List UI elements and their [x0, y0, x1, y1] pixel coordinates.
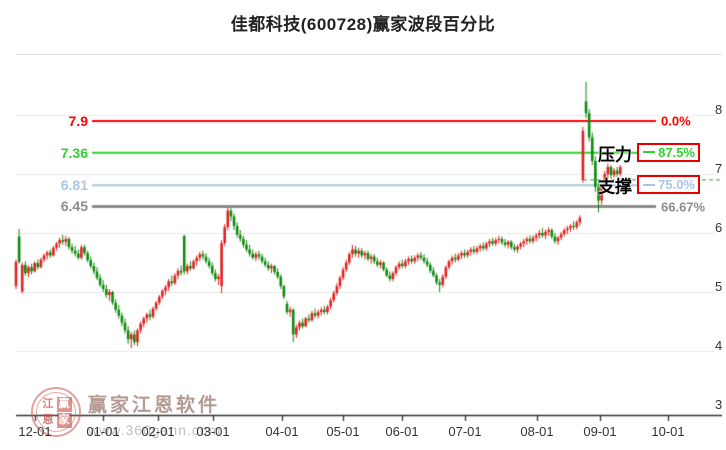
- seal-char: 恩: [42, 413, 54, 426]
- y-axis-label: 5: [714, 279, 724, 294]
- watermark-brand: 赢家江恩软件: [88, 395, 221, 416]
- percent-value: 87.5%: [658, 144, 695, 160]
- percent-value: 75.0%: [658, 177, 695, 193]
- y-axis-label: 4: [714, 338, 724, 353]
- x-axis-label: 12-01: [18, 424, 52, 439]
- x-axis-label: 02-01: [141, 424, 175, 439]
- watermark-url: www.360gann.com: [88, 422, 222, 438]
- seal-char: 赢: [56, 396, 72, 412]
- level-dash-icon: [643, 183, 656, 186]
- x-axis-label: 06-01: [385, 424, 419, 439]
- level-price-label: 6.45: [60, 198, 88, 215]
- x-axis-label: 03-01: [196, 424, 230, 439]
- x-axis-label: 08-01: [520, 424, 554, 439]
- percent-alert-box: 87.5%: [637, 142, 700, 162]
- seal-char: 江: [42, 397, 54, 410]
- x-axis-label: 04-01: [265, 424, 299, 439]
- level-price-label: 7.36: [60, 144, 88, 161]
- brand-seal-logo-icon: 江赢恩家: [31, 387, 81, 437]
- percent-alert-box: 75.0%: [637, 175, 700, 195]
- y-axis-label: 3: [714, 397, 724, 412]
- y-axis-label: 8: [714, 102, 724, 117]
- support-label: 支撑: [598, 177, 632, 197]
- percent-value: 0.0%: [659, 113, 693, 129]
- level-price-label: 6.81: [60, 177, 88, 194]
- x-axis-label: 10-01: [651, 424, 685, 439]
- resistance-label: 压力: [598, 145, 632, 165]
- level-price-label: 7.9: [68, 112, 88, 129]
- seal-char: 家: [56, 412, 72, 428]
- x-axis-label: 09-01: [583, 424, 617, 439]
- x-axis-label: 05-01: [326, 424, 360, 439]
- y-axis-label: 6: [714, 220, 724, 235]
- y-axis-label: 7: [714, 161, 724, 176]
- x-axis-label: 01-01: [86, 424, 120, 439]
- percent-value: 66.67%: [659, 199, 708, 215]
- x-axis-label: 07-01: [448, 424, 482, 439]
- level-dash-icon: [643, 151, 656, 154]
